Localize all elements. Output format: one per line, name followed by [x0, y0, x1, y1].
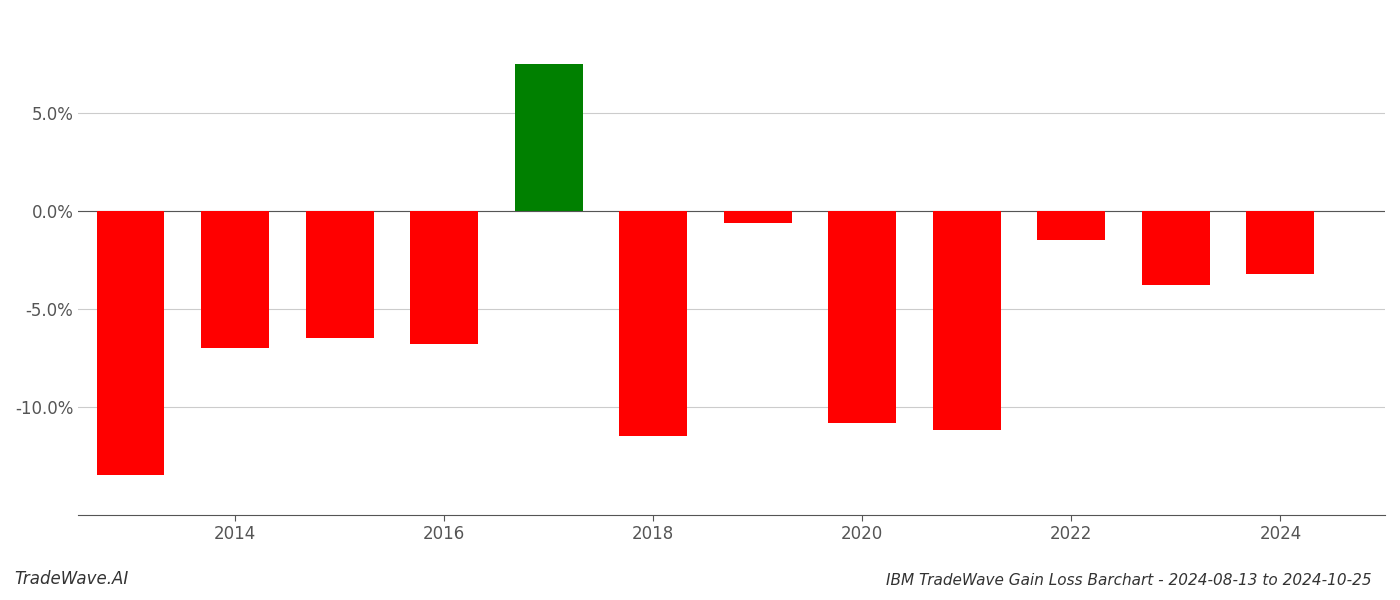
Text: IBM TradeWave Gain Loss Barchart - 2024-08-13 to 2024-10-25: IBM TradeWave Gain Loss Barchart - 2024-… — [886, 573, 1372, 588]
Bar — [97, 211, 164, 475]
Bar — [619, 211, 687, 436]
Bar — [410, 211, 479, 344]
Bar — [1142, 211, 1210, 286]
Bar — [1246, 211, 1315, 274]
Bar — [515, 64, 582, 211]
Bar — [202, 211, 269, 348]
Bar — [932, 211, 1001, 430]
Text: TradeWave.AI: TradeWave.AI — [14, 570, 129, 588]
Bar — [829, 211, 896, 422]
Bar — [305, 211, 374, 338]
Bar — [724, 211, 792, 223]
Bar — [1037, 211, 1106, 241]
